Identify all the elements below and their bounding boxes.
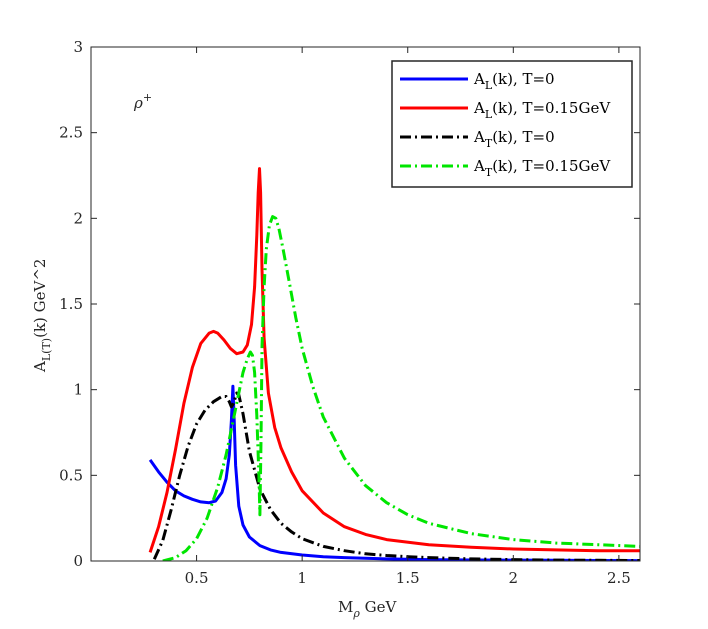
y-tick-label: 0 bbox=[73, 552, 83, 570]
legend-entry-3: AT(k), T=0.15GeV bbox=[400, 157, 611, 179]
x-tick-label: 0.5 bbox=[185, 569, 209, 587]
x-tick-label: 2 bbox=[509, 569, 519, 587]
series-line-3 bbox=[162, 215, 640, 561]
legend-label-0: AL(k), T=0 bbox=[473, 70, 555, 92]
series-line-2 bbox=[152, 391, 640, 561]
series-line-0 bbox=[148, 384, 640, 561]
legend-label-1: AL(k), T=0.15GeV bbox=[473, 99, 611, 121]
x-tick-label: 1.5 bbox=[396, 569, 420, 587]
y-tick-label: 1 bbox=[73, 381, 83, 399]
legend: AL(k), T=0 AL(k), T=0.15GeV AT(k), T=0 A… bbox=[391, 60, 633, 188]
series-layer bbox=[148, 167, 640, 561]
y-axis-label: AL(T)(k) GeV^2 bbox=[31, 259, 53, 373]
axes-layer: 0.5 1 1.5 2 2.5 0 0.5 1 1.5 2 2.5 3 bbox=[59, 38, 641, 587]
y-tick-label: 3 bbox=[73, 38, 83, 56]
y-tick-label: 2.5 bbox=[59, 124, 83, 142]
legend-entry-2: AT(k), T=0 bbox=[400, 128, 555, 150]
x-tick-label: 2.5 bbox=[607, 569, 631, 587]
legend-entry-0: AL(k), T=0 bbox=[400, 70, 555, 92]
legend-label-2: AT(k), T=0 bbox=[473, 128, 555, 150]
y-tick-label: 2 bbox=[73, 209, 83, 227]
x-tick-label: 1 bbox=[297, 569, 307, 587]
plot-annotation: ρ+ bbox=[133, 91, 152, 112]
legend-label-3: AT(k), T=0.15GeV bbox=[473, 157, 611, 179]
y-tick-label: 0.5 bbox=[59, 466, 83, 484]
legend-entry-1: AL(k), T=0.15GeV bbox=[400, 99, 611, 121]
y-tick-label: 1.5 bbox=[59, 295, 83, 313]
x-axis-label: Mρ GeV bbox=[338, 598, 397, 620]
series-line-1 bbox=[148, 167, 640, 553]
